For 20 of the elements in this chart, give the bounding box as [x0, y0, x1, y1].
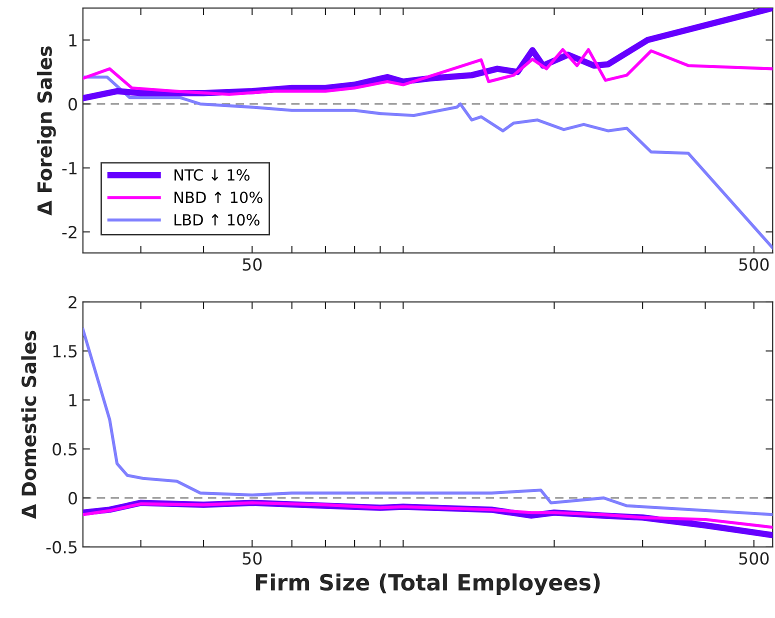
y-tick-label: 0 — [68, 492, 77, 505]
y-tick-label: 0.5 — [52, 442, 77, 456]
legend-label: LBD ↑ 10% — [174, 214, 260, 226]
y-tick-label: -1 — [62, 162, 77, 174]
x-tick-label: 50 — [242, 552, 262, 565]
y-tick-label: -2 — [62, 226, 76, 238]
y-axis-title: Δ Foreign Sales — [36, 46, 56, 216]
y-axis-title: Δ Domestic Sales — [21, 330, 36, 519]
y-tick-label: 1 — [69, 34, 77, 46]
legend-label: NTC ↓ 1% — [174, 169, 250, 181]
x-tick-label: 500 — [739, 552, 769, 565]
legend-label: NBD ↑ 10% — [174, 192, 262, 204]
x-tick-label: 500 — [739, 258, 769, 271]
x-axis-title: Firm Size (Total Employees) — [256, 573, 600, 596]
x-tick-label: 50 — [242, 258, 262, 271]
y-tick-label: 2 — [68, 296, 76, 308]
y-tick-label: 1.5 — [53, 345, 77, 358]
y-tick-label: 0 — [68, 98, 77, 111]
y-tick-label: -0.5 — [46, 540, 77, 554]
y-tick-label: 1 — [69, 394, 77, 406]
